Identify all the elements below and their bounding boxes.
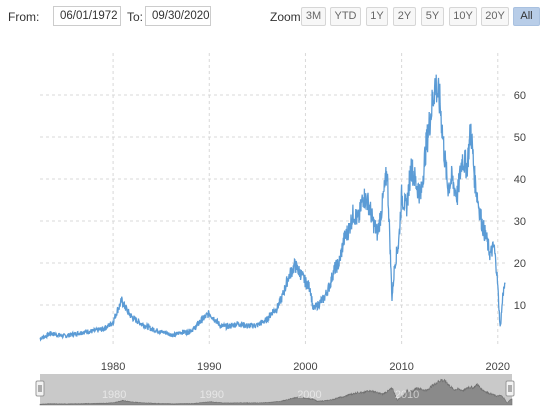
zoom-10y-button[interactable]: 10Y xyxy=(449,7,477,26)
navigator-tick-label: 1990 xyxy=(200,389,224,401)
navigator-tick-label: 1980 xyxy=(102,389,126,401)
to-date-input[interactable]: 09/30/2020 xyxy=(145,6,211,26)
navigator-left-handle[interactable] xyxy=(35,380,45,397)
x-tick-label: 1990 xyxy=(197,361,221,373)
zoom-ytd-button[interactable]: YTD xyxy=(330,7,361,26)
to-label: To: xyxy=(127,10,144,24)
zoom-all-button[interactable]: All xyxy=(513,7,540,26)
zoom-2y-button[interactable]: 2Y xyxy=(393,7,416,26)
handle-grip[interactable] xyxy=(35,380,45,397)
zoom-label: Zoom: xyxy=(270,10,305,24)
navigator-right-handle[interactable] xyxy=(505,380,515,397)
x-tick-label: 2000 xyxy=(293,361,317,373)
x-axis: 1980 1990 2000 2010 2020 xyxy=(101,361,510,373)
x-tick-label: 1980 xyxy=(101,361,125,373)
x-tick-label: 2010 xyxy=(389,361,413,373)
navigator-tick-label: 2010 xyxy=(395,389,419,401)
price-line-series xyxy=(39,74,506,342)
y-tick-label: 50 xyxy=(514,132,526,144)
chart-grid xyxy=(40,53,505,347)
zoom-1y-button[interactable]: 1Y xyxy=(366,7,388,26)
y-tick-label: 60 xyxy=(514,90,526,102)
navigator[interactable]: 1980 1990 2000 2010 xyxy=(35,374,515,406)
y-tick-label: 10 xyxy=(514,300,526,312)
from-label: From: xyxy=(8,10,40,24)
handle-grip[interactable] xyxy=(505,380,515,397)
y-tick-label: 40 xyxy=(514,174,526,186)
zoom-20y-button[interactable]: 20Y xyxy=(481,7,509,26)
y-tick-label: 20 xyxy=(514,258,526,270)
zoom-3m-button[interactable]: 3M xyxy=(301,7,326,26)
navigator-series xyxy=(39,378,513,406)
navigator-tick-label: 2000 xyxy=(297,389,321,401)
from-date-input[interactable]: 06/01/1972 xyxy=(53,6,121,26)
zoom-5y-button[interactable]: 5Y xyxy=(421,7,444,26)
y-tick-label: 30 xyxy=(514,216,526,228)
x-tick-label: 2020 xyxy=(486,361,510,373)
date-range-toolbar: From: 06/01/1972 To: 09/30/2020 Zoom: 3M… xyxy=(0,0,550,34)
y-axis: 10 20 30 40 50 60 xyxy=(514,90,526,312)
navigator-axis: 1980 1990 2000 2010 xyxy=(102,389,419,401)
